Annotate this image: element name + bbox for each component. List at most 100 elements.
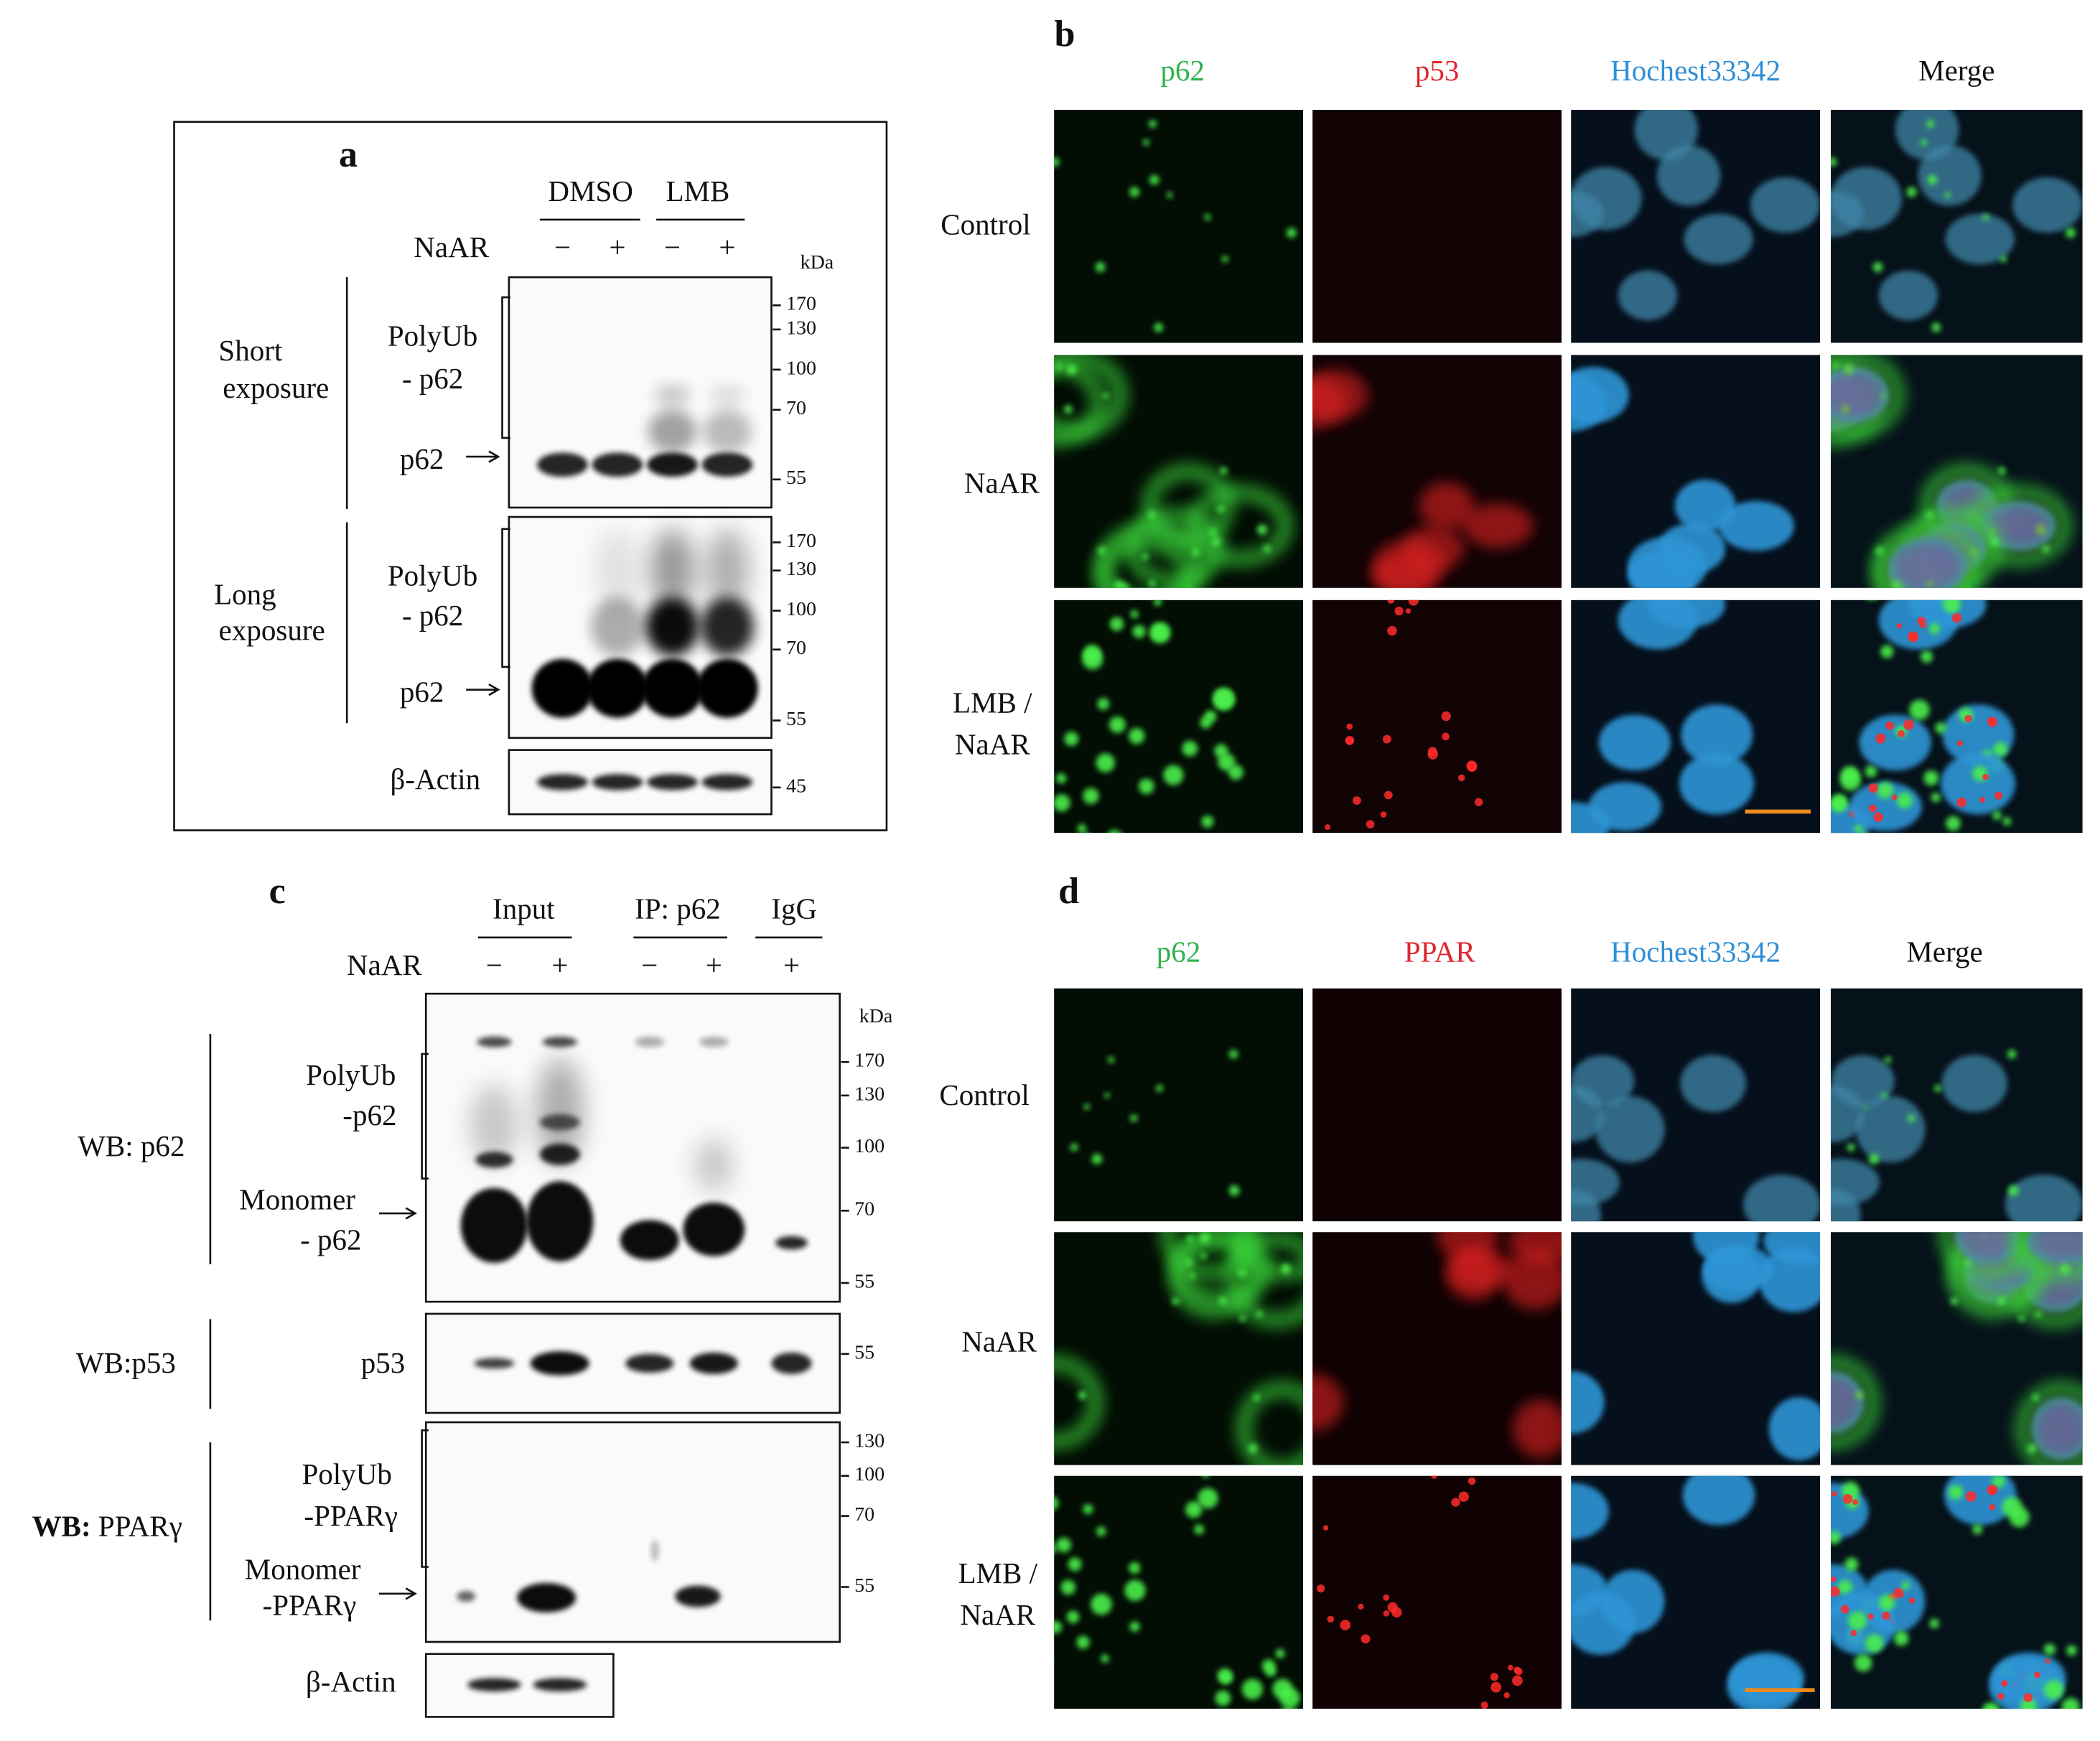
p62-dot — [1083, 645, 1101, 663]
band — [675, 1585, 721, 1607]
p62-dot — [1307, 174, 1314, 181]
marker-label: 55 — [854, 1270, 874, 1292]
p62-dot — [1857, 833, 1867, 843]
red-dot — [1512, 1675, 1523, 1686]
red-dot — [1850, 1630, 1857, 1636]
marker-label: 130 — [854, 1429, 885, 1452]
bracket — [421, 1429, 429, 1568]
label: -p62 — [342, 1098, 396, 1131]
p62-dot — [1054, 1496, 1059, 1510]
nucleus — [1595, 1096, 1665, 1163]
nucleus — [1681, 704, 1753, 765]
p62-dot — [1280, 1264, 1292, 1274]
label: PolyUb — [388, 559, 477, 592]
marker-label: 100 — [854, 1135, 885, 1157]
p62-dot — [1063, 405, 1073, 414]
p62-dot — [1228, 1050, 1238, 1059]
band — [590, 597, 645, 657]
lane-sign: + — [609, 230, 625, 263]
red-dot — [1989, 1503, 1996, 1511]
red-dot — [1451, 1498, 1460, 1507]
nucleus — [1634, 109, 1699, 161]
p62-dot — [1088, 845, 1103, 860]
nucleus — [1571, 1371, 1605, 1434]
p62-dot — [1060, 845, 1082, 867]
nucleus — [1571, 1592, 1635, 1655]
p62-dot — [1194, 1524, 1205, 1535]
p62-dot — [1081, 833, 1091, 843]
p62-dot — [1964, 1259, 1971, 1266]
p62-dot — [1023, 1391, 1031, 1399]
red-dot — [1467, 1477, 1476, 1485]
label: Monomer — [239, 1183, 355, 1216]
marker-label: 170 — [786, 293, 816, 315]
band — [689, 1353, 738, 1374]
p62-dot — [1129, 187, 1140, 197]
red-dot — [1503, 1691, 1510, 1699]
p62-dot — [1054, 1544, 1057, 1554]
nucleus — [1742, 1175, 1821, 1222]
red-dot — [1994, 791, 2003, 800]
p62-dot — [1865, 765, 1877, 778]
p62-dot — [1256, 524, 1268, 535]
red-signal — [2033, 1399, 2083, 1458]
p62-dot — [1128, 727, 1145, 745]
p62-dot — [2042, 545, 2050, 553]
p62-dot — [1204, 213, 1211, 220]
red-signal — [1956, 1232, 2018, 1262]
label: p53 — [361, 1346, 406, 1379]
p62-dot — [1989, 537, 1999, 547]
row-label: NaAR — [414, 230, 489, 263]
p62-dot — [1066, 1610, 1080, 1623]
band — [775, 1236, 808, 1250]
p62-dot — [1831, 1531, 1841, 1544]
p62-signal — [1831, 355, 1907, 441]
red-dot — [1466, 760, 1478, 772]
red-signal — [1831, 369, 1887, 421]
red-dot — [1474, 798, 1483, 806]
p62-dot — [1847, 1143, 1855, 1152]
nucleus — [1750, 177, 1821, 233]
nucleus — [1895, 109, 1959, 161]
p62-dot — [1931, 793, 1941, 803]
red-dot — [1896, 622, 1903, 629]
band — [701, 452, 753, 477]
nucleus — [1628, 537, 1707, 588]
p62-dot — [1263, 545, 1271, 553]
p62-dot — [1132, 625, 1146, 638]
nucleus — [1571, 167, 1642, 230]
band — [526, 1181, 594, 1262]
p62-dot — [1022, 429, 1032, 439]
micrograph — [1831, 1232, 2100, 1465]
marker-label: 55 — [854, 1574, 874, 1597]
p62-dot — [1841, 766, 1859, 784]
marker-label: 130 — [854, 1083, 885, 1105]
nucleus — [1571, 1483, 1609, 1540]
blot — [424, 1421, 841, 1643]
arrow-head — [405, 1207, 417, 1220]
red-dot — [1322, 1525, 1329, 1531]
red-dot — [1457, 774, 1465, 782]
micrograph — [1054, 988, 1304, 1222]
red-dot — [1358, 1603, 1364, 1610]
red-dot — [1431, 1475, 1437, 1479]
blot-title-part: PPARγ — [98, 1510, 182, 1543]
nucleus — [1648, 599, 1725, 628]
p62-dot — [1200, 1253, 1208, 1259]
p62-dot — [1202, 1475, 1209, 1478]
band — [457, 1591, 476, 1602]
red-dot — [1346, 723, 1353, 730]
micrograph-bg — [1312, 599, 1562, 834]
nucleus — [1878, 270, 1938, 320]
band — [708, 384, 747, 406]
marker-label: 55 — [854, 1341, 874, 1363]
label: WB:p53 — [76, 1346, 176, 1379]
p62-dot — [1218, 1297, 1227, 1305]
micrograph — [1023, 1232, 1304, 1465]
p62-dot — [1055, 773, 1067, 784]
nucleus — [1718, 500, 1794, 551]
p62-dot — [2094, 1388, 2100, 1398]
red-dot — [1458, 1491, 1469, 1502]
p62-dot — [1215, 1690, 1231, 1707]
